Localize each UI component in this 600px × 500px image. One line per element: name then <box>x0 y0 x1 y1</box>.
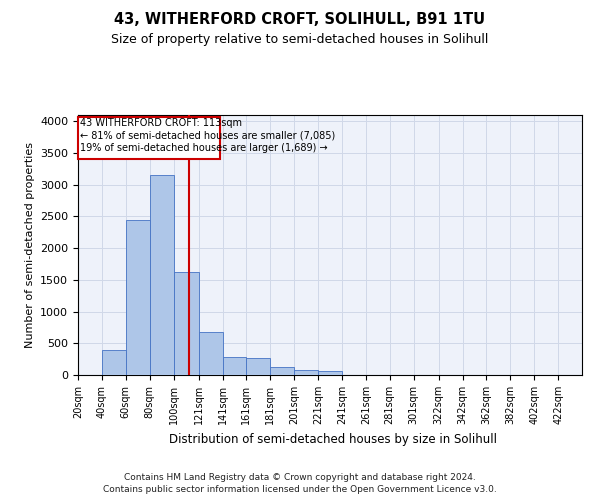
Y-axis label: Number of semi-detached properties: Number of semi-detached properties <box>25 142 35 348</box>
Bar <box>149 175 173 375</box>
Bar <box>102 350 126 375</box>
FancyBboxPatch shape <box>78 117 220 160</box>
Bar <box>318 370 342 375</box>
Bar <box>173 272 199 375</box>
Text: Distribution of semi-detached houses by size in Solihull: Distribution of semi-detached houses by … <box>169 432 497 446</box>
Text: Size of property relative to semi-detached houses in Solihull: Size of property relative to semi-detach… <box>112 32 488 46</box>
Bar <box>294 370 318 375</box>
Text: 43, WITHERFORD CROFT, SOLIHULL, B91 1TU: 43, WITHERFORD CROFT, SOLIHULL, B91 1TU <box>115 12 485 28</box>
Bar <box>199 332 223 375</box>
Bar <box>247 358 270 375</box>
Text: ← 81% of semi-detached houses are smaller (7,085): ← 81% of semi-detached houses are smalle… <box>80 130 335 140</box>
Text: 43 WITHERFORD CROFT: 113sqm: 43 WITHERFORD CROFT: 113sqm <box>80 118 242 128</box>
Bar <box>270 368 294 375</box>
Bar <box>126 220 149 375</box>
Text: Contains public sector information licensed under the Open Government Licence v3: Contains public sector information licen… <box>103 485 497 494</box>
Bar <box>223 357 247 375</box>
Text: 19% of semi-detached houses are larger (1,689) →: 19% of semi-detached houses are larger (… <box>80 143 328 153</box>
Text: Contains HM Land Registry data © Crown copyright and database right 2024.: Contains HM Land Registry data © Crown c… <box>124 472 476 482</box>
